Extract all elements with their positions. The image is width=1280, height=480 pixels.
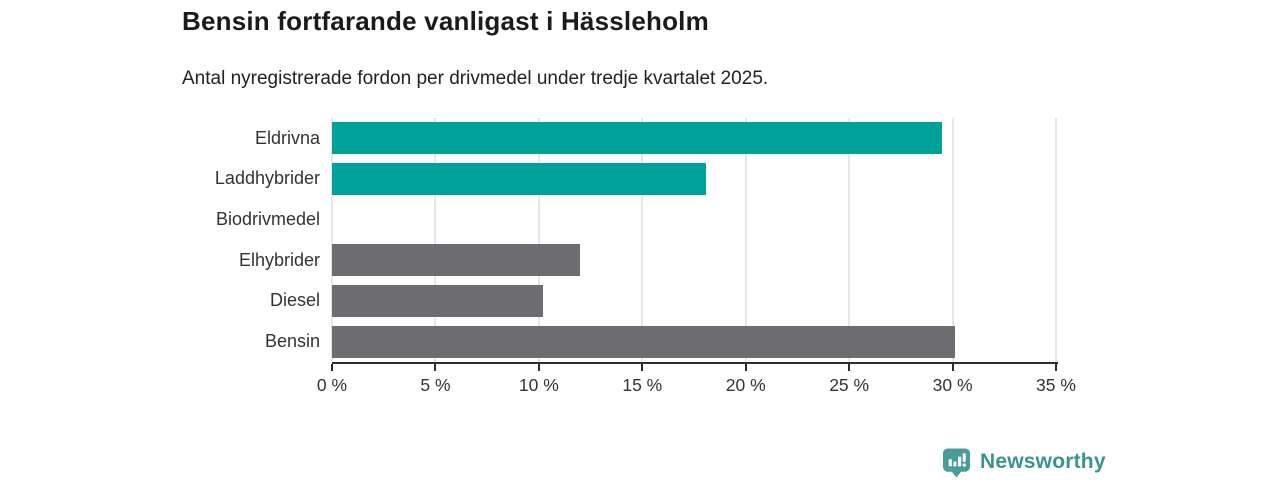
bar-bensin [332,325,955,358]
newsworthy-logo: Newsworthy [941,446,1106,478]
bar-elhybrider [332,244,581,277]
newsworthy-logo-text: Newsworthy [980,450,1106,473]
x-tick-label-15: 15 % [622,375,663,395]
gridline-25 [848,118,851,362]
x-axis-tick-0 [331,364,333,371]
x-axis-tick-30 [951,364,954,371]
x-tick-label-35: 35 % [1036,375,1076,395]
x-axis-line [332,362,1058,364]
category-label-bensin: Bensin [264,331,320,352]
category-label-elhybrider: Elhybrider [238,249,320,270]
chart-title: Bensin fortfarande vanligast i Hässlehol… [182,6,709,36]
x-axis-tick-10 [537,364,540,371]
bar-chart-speech-bubble-icon [941,446,972,478]
gridline-10 [537,118,540,362]
gridline-15 [641,118,644,362]
bar-diesel [332,285,543,317]
gridline-0 [331,118,333,362]
x-axis-tick-20 [744,364,747,371]
category-label-eldrivna: Eldrivna [254,127,320,148]
chart-subtitle: Antal nyregistrerade fordon per drivmede… [182,68,769,89]
x-tick-label-25: 25 % [829,375,870,395]
category-label-laddhybrider: Laddhybrider [214,168,320,189]
plot-area [331,118,1057,362]
x-tick-label-5: 5 % [420,375,451,395]
bar-eldrivna [332,122,943,155]
gridline-5 [434,118,437,362]
x-axis-tick-15 [641,364,644,371]
x-tick-label-10: 10 % [518,375,559,395]
x-tick-label-30: 30 % [932,375,973,395]
x-tick-label-0: 0 % [316,375,348,395]
x-tick-label-20: 20 % [725,375,766,395]
category-label-biodrivmedel: Biodrivmedel [215,209,320,230]
gridline-20 [744,118,747,362]
x-axis-tick-5 [434,364,437,371]
gridline-35 [1055,118,1057,362]
category-label-diesel: Diesel [269,290,320,311]
x-axis-tick-25 [848,364,851,371]
x-axis-tick-35 [1055,364,1057,371]
gridline-30 [951,118,954,362]
bar-laddhybrider [332,163,707,195]
